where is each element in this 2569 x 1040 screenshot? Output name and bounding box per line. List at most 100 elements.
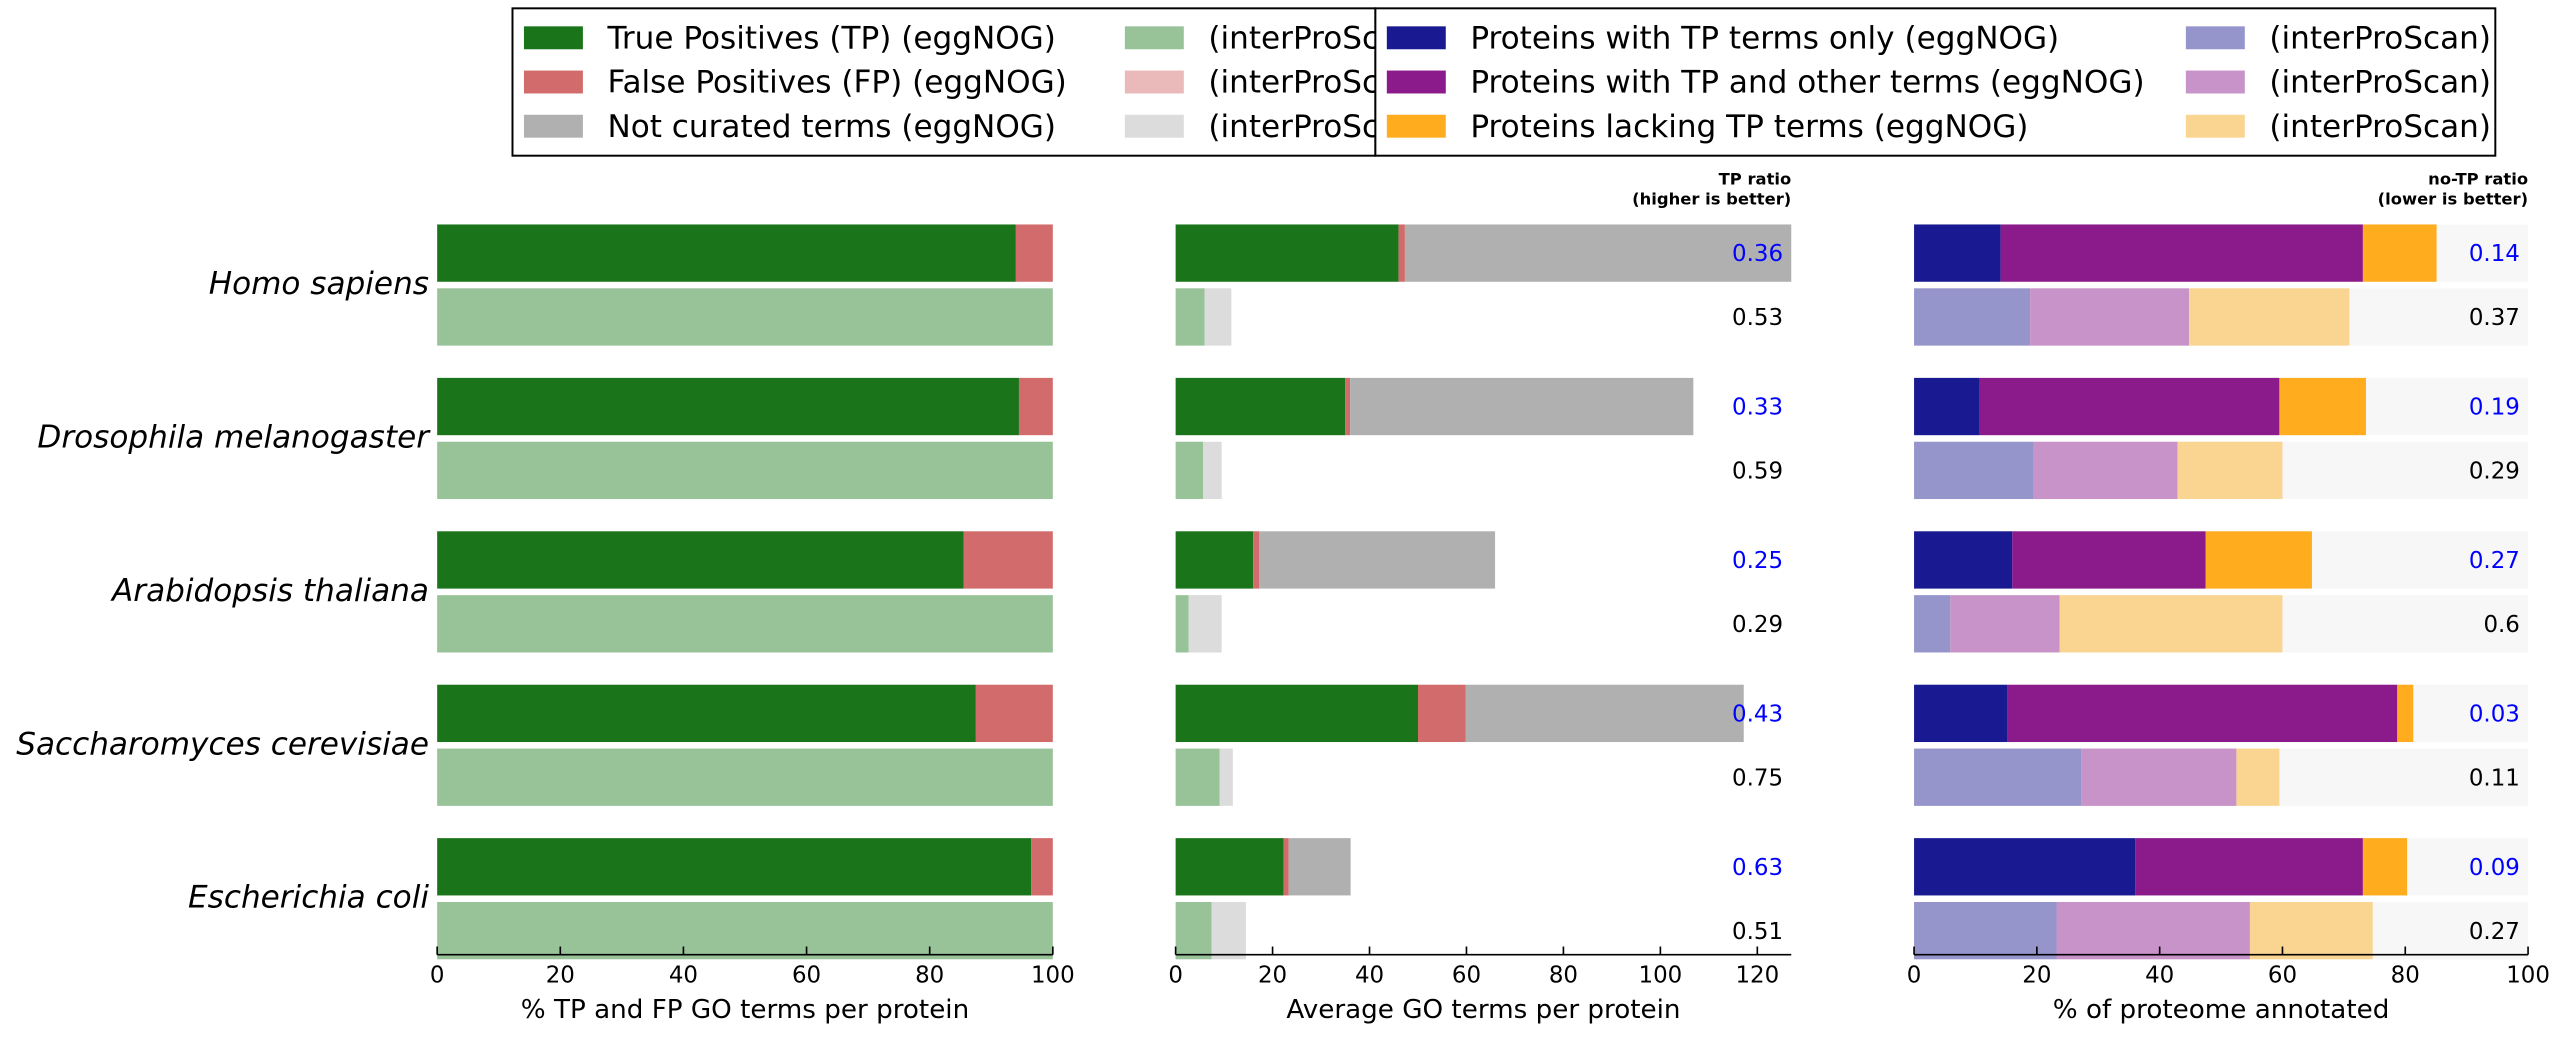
legend-label: (interProScan) xyxy=(2269,109,2491,145)
x-tick-label: 40 xyxy=(1355,963,1384,989)
ratio-label: 0.33 xyxy=(1732,395,1783,421)
ratio-subtitle: (lower is better) xyxy=(2378,189,2528,208)
x-tick-label: 40 xyxy=(2145,963,2174,989)
bar-segment xyxy=(1914,684,2008,743)
x-tick-label: 80 xyxy=(915,963,944,989)
bar-segment xyxy=(1465,684,1744,743)
bar-segment xyxy=(437,288,1053,346)
bar-segment xyxy=(2249,901,2373,960)
bar-segment xyxy=(1031,838,1053,896)
ratio-label: 0.29 xyxy=(1732,612,1783,638)
x-tick-label: 20 xyxy=(1258,963,1287,989)
bar-segment xyxy=(1914,838,2136,896)
bar-segment xyxy=(1175,531,1254,589)
bar-segment xyxy=(1417,684,1466,743)
x-tick-label: 0 xyxy=(430,963,445,989)
bar-segment xyxy=(2000,224,2363,282)
ratio-label: 0.43 xyxy=(1732,702,1783,728)
x-tick-label: 100 xyxy=(2506,963,2550,989)
bar-segment xyxy=(1258,531,1496,589)
bar-segment xyxy=(2007,684,2398,743)
x-tick-label: 60 xyxy=(2268,963,2297,989)
y-tick-label: Saccharomyces cerevisiae xyxy=(16,726,429,762)
x-tick-label: 100 xyxy=(1031,963,1075,989)
bar-segment xyxy=(2081,748,2237,806)
x-tick-label: 60 xyxy=(1452,963,1481,989)
legend-swatch xyxy=(1124,26,1184,50)
legend-box xyxy=(511,7,1377,157)
bar-segment xyxy=(1288,838,1351,896)
bar-segment xyxy=(437,684,976,743)
bar-segment xyxy=(1175,595,1189,653)
bar-segment xyxy=(2012,531,2206,589)
bar-segment xyxy=(2236,748,2280,806)
ratio-label: 0.51 xyxy=(1732,919,1783,945)
bar-segment xyxy=(1204,288,1232,346)
legend-box xyxy=(1374,7,2497,157)
legend-swatch xyxy=(1386,70,1446,94)
bar-segment xyxy=(1914,288,2031,346)
bar-segment xyxy=(1350,377,1694,436)
ratio-subtitle: (higher is better) xyxy=(1632,189,1791,208)
bar-segment xyxy=(1950,595,2060,653)
ratio-title: TP ratio xyxy=(1719,170,1792,189)
ratio-label: 0.09 xyxy=(2469,855,2520,881)
bar-segment xyxy=(1914,377,1980,436)
legend-swatch xyxy=(2185,26,2245,50)
legend-label: Proteins with TP and other terms (eggNOG… xyxy=(1470,65,2144,101)
bar-segment xyxy=(1203,441,1222,500)
x-axis-label: Average GO terms per protein xyxy=(1286,995,1680,1025)
bar-segment xyxy=(1914,748,2082,806)
legend-label: Proteins with TP terms only (eggNOG) xyxy=(1470,20,2059,56)
legend-label: Proteins lacking TP terms (eggNOG) xyxy=(1470,109,2028,145)
ratio-label: 0.53 xyxy=(1732,305,1783,331)
x-tick-label: 100 xyxy=(1639,963,1683,989)
bar-segment xyxy=(1188,595,1222,653)
x-tick-label: 0 xyxy=(1907,963,1922,989)
bar-segment xyxy=(2135,838,2363,896)
x-tick-label: 0 xyxy=(1168,963,1183,989)
bar-segment xyxy=(1404,224,1792,282)
bar-segment xyxy=(2030,288,2190,346)
legend: True Positives (TP) (eggNOG) False Positi… xyxy=(511,7,1430,157)
bar-segment xyxy=(437,441,1053,500)
bar-segment xyxy=(963,531,1053,589)
legend-items: True Positives (TP) (eggNOG) False Positi… xyxy=(523,20,1430,145)
legend-swatch xyxy=(1124,114,1184,138)
ratio-label: 0.19 xyxy=(2469,395,2520,421)
bar-segment xyxy=(1914,901,2057,960)
bar-segment xyxy=(1914,224,2001,282)
bar-segment xyxy=(2189,288,2350,346)
ratio-label: 0.6 xyxy=(2483,612,2519,638)
bar-segment xyxy=(2397,684,2414,743)
ratio-label: 0.37 xyxy=(2469,305,2520,331)
legend-label: (interProScan) xyxy=(2269,65,2491,101)
x-tick-label: 120 xyxy=(1735,963,1779,989)
ratio-label: 0.59 xyxy=(1732,459,1783,485)
ratio-label: 0.25 xyxy=(1732,548,1783,574)
ratio-label: 0.63 xyxy=(1732,855,1783,881)
legend-label: (interProScan) xyxy=(2269,20,2491,56)
legend-swatch xyxy=(1386,26,1446,50)
legend-label: True Positives (TP) (eggNOG) xyxy=(606,20,1055,56)
y-tick-label: Arabidopsis thaliana xyxy=(110,573,429,609)
bar-segment xyxy=(1253,531,1259,589)
bar-segment xyxy=(2033,441,2178,500)
legend-label: False Positives (FP) (eggNOG) xyxy=(607,65,1066,101)
bar-segment xyxy=(1175,224,1399,282)
legend-swatch xyxy=(2185,70,2245,94)
ratio-label: 0.36 xyxy=(1732,241,1783,267)
bar-segment xyxy=(1175,684,1418,743)
bar-segment xyxy=(437,377,1019,436)
bar-segment xyxy=(1283,838,1289,896)
ratio-label: 0.29 xyxy=(2469,459,2520,485)
x-axis-label: % TP and FP GO terms per protein xyxy=(521,995,969,1025)
bar-segment xyxy=(437,901,1053,960)
bar-segment xyxy=(1211,901,1246,960)
bar-segment xyxy=(437,748,1053,806)
legend: Proteins with TP terms only (eggNOG) Prot… xyxy=(1374,7,2497,157)
legend-swatch xyxy=(1124,70,1184,94)
legend-label: (interProScan) xyxy=(1208,65,1430,101)
bar-segment xyxy=(1914,441,2034,500)
